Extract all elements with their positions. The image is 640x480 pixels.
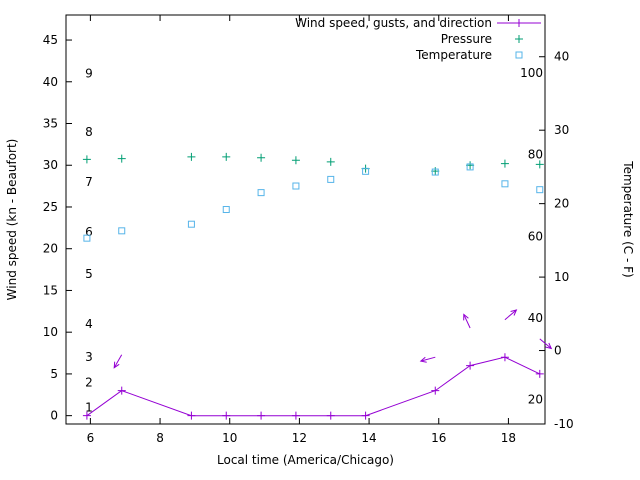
left-tick-label: 40 xyxy=(43,75,58,89)
left-tick-label: 35 xyxy=(43,117,58,131)
left-tick-label: 20 xyxy=(43,242,58,256)
legend-label: Wind speed, gusts, and direction xyxy=(295,16,492,30)
fahrenheit-label: 20 xyxy=(528,393,543,407)
x-tick-label: 14 xyxy=(361,431,376,445)
x-tick-label: 18 xyxy=(501,431,516,445)
x-tick-label: 6 xyxy=(87,431,95,445)
right-axis-title: Temperature (C - F) xyxy=(621,160,635,277)
y-axis-left: 0 5 10 15 20 25 30 35 40 45 Wind speed (kn - Beauf… xyxy=(5,33,72,423)
left-axis-title: Wind speed (kn - Beaufort) xyxy=(5,139,19,301)
right-tick-label: 20 xyxy=(554,197,569,211)
wind-speed-series xyxy=(82,353,544,420)
gust-direction-arrows xyxy=(113,309,553,369)
temperature-series xyxy=(83,163,544,242)
beaufort-label: 7 xyxy=(85,175,93,189)
plot-border xyxy=(65,14,546,425)
gust-arrowhead xyxy=(419,356,427,363)
fahrenheit-label: 60 xyxy=(528,229,543,243)
left-tick-label: 45 xyxy=(43,33,58,47)
beaufort-label: 6 xyxy=(85,225,93,239)
gust-arrow xyxy=(113,354,123,368)
gust-arrowhead xyxy=(113,361,120,369)
left-tick-label: 10 xyxy=(43,325,58,339)
left-tick-label: 0 xyxy=(50,409,58,423)
legend-label: Temperature xyxy=(415,48,492,62)
y-axis-right: -10 0 10 20 30 40 Temperature (C - F) xyxy=(539,50,635,431)
x-tick-label: 8 xyxy=(156,431,164,445)
x-axis-title: Local time (America/Chicago) xyxy=(217,453,394,467)
fahrenheit-label: 80 xyxy=(528,148,543,162)
x-tick-label: 10 xyxy=(222,431,237,445)
gust-arrowhead xyxy=(545,342,553,350)
beaufort-label: 4 xyxy=(85,317,93,331)
gust-arrow xyxy=(504,309,517,321)
left-tick-label: 5 xyxy=(50,367,58,381)
x-tick-label: 12 xyxy=(292,431,307,445)
right-tick-label: 40 xyxy=(554,50,569,64)
right-tick-label: -10 xyxy=(554,417,574,431)
fahrenheit-label: 100 xyxy=(520,66,543,80)
x-tick-label: 16 xyxy=(431,431,446,445)
right-tick-label: 0 xyxy=(554,344,562,358)
beaufort-label: 3 xyxy=(85,350,93,364)
left-tick-label: 25 xyxy=(43,200,58,214)
gust-arrow xyxy=(420,356,436,362)
legend: Wind speed, gusts, and direction Pressure… xyxy=(295,16,541,62)
left-tick-label: 30 xyxy=(43,158,58,172)
fahrenheit-label: 40 xyxy=(528,311,543,325)
gust-arrowhead xyxy=(463,313,469,321)
left-tick-label: 15 xyxy=(43,283,58,297)
pressure-series xyxy=(82,152,544,176)
legend-label: Pressure xyxy=(441,32,492,46)
right-tick-label: 30 xyxy=(554,123,569,137)
beaufort-label: 5 xyxy=(85,267,93,281)
beaufort-label: 8 xyxy=(85,125,93,139)
right-tick-label: 10 xyxy=(554,270,569,284)
gust-arrowhead xyxy=(510,309,518,316)
beaufort-scale-labels: 1 2 3 4 5 6 7 8 9 xyxy=(85,66,93,414)
gust-arrow xyxy=(539,338,552,349)
beaufort-label: 2 xyxy=(85,375,93,389)
fahrenheit-scale-labels: 20 40 60 80 100 xyxy=(520,66,543,406)
beaufort-label: 9 xyxy=(85,66,93,80)
beaufort-label: 1 xyxy=(85,400,93,414)
gust-arrow xyxy=(463,314,471,329)
